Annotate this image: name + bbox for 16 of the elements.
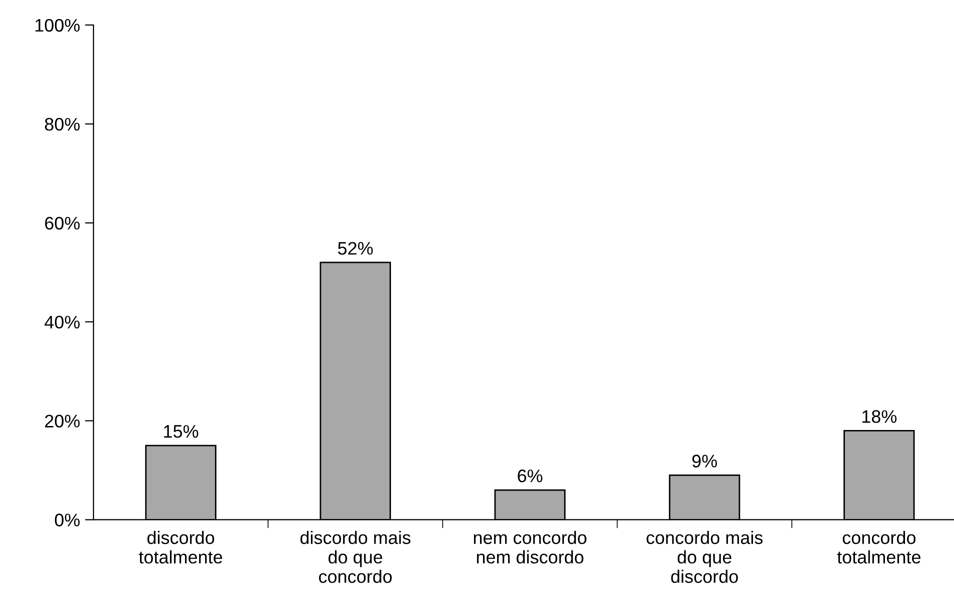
- data-label: 6%: [518, 470, 542, 482]
- y-tick-label: 80%: [44, 118, 80, 131]
- data-label: 15%: [164, 425, 198, 438]
- x-tick-label: concordo mais do que discordo: [646, 530, 763, 583]
- data-label: 18%: [862, 410, 897, 423]
- y-tick-label: 0%: [54, 514, 80, 526]
- y-tick-label: 20%: [45, 414, 80, 428]
- y-tick-label: 40%: [44, 316, 80, 329]
- y-tick-label: 100%: [35, 18, 80, 32]
- x-tick-label: nem concordo nem discordo: [474, 530, 586, 564]
- x-tick-label: discordo mais do que concordo: [300, 530, 410, 583]
- data-label: 52%: [338, 242, 373, 255]
- y-tick-label: 60%: [45, 216, 80, 230]
- x-tick-label: discordo totalmente: [138, 530, 222, 564]
- x-tick-label: concordo totalmente: [837, 530, 920, 564]
- data-label: 9%: [692, 454, 717, 468]
